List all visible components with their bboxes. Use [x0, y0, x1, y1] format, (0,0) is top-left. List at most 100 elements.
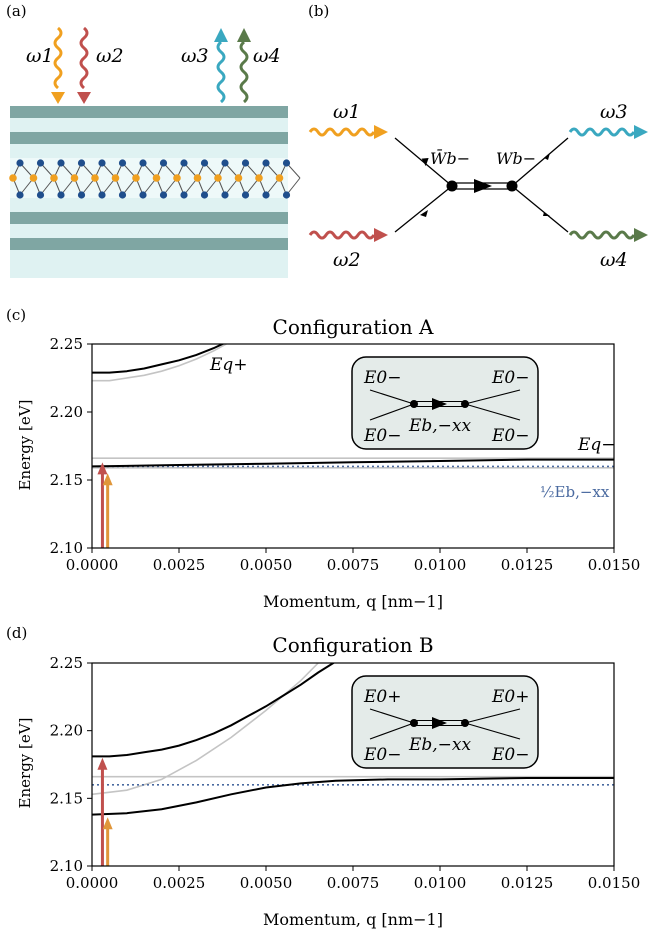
y-tick-label: 2.15: [50, 789, 83, 807]
atom-blue: [262, 159, 269, 166]
atom-orange: [276, 174, 284, 182]
x-tick-label: 0.0000: [66, 874, 119, 892]
omega4-out-arrow-icon: [634, 228, 648, 242]
omega3-photon-icon: [218, 42, 224, 102]
chart-configuration-a: Configuration A Energy [eV] Momentum, q …: [16, 315, 640, 611]
x-tick-label: 0.0050: [240, 874, 293, 892]
atom-blue: [160, 191, 167, 198]
atom-orange: [112, 174, 120, 182]
atom-blue: [139, 191, 146, 198]
omega4-label: ω4: [253, 45, 281, 67]
omega4-arrow-icon: [237, 28, 251, 42]
atom-orange: [173, 174, 181, 182]
inset-label-top-right: E0+: [491, 687, 529, 707]
x-tick-label: 0.0150: [588, 556, 641, 574]
series-line-1: [92, 460, 614, 467]
omega2-photon-icon: [81, 28, 87, 88]
panel-a: ω1 ω2 ω3 ω4: [9, 28, 300, 278]
x-tick-label: 0.0050: [240, 556, 293, 574]
atom-blue: [221, 191, 228, 198]
omega4-label-b: ω4: [600, 249, 628, 271]
omega3-label-b: ω3: [600, 101, 628, 123]
atom-blue: [221, 159, 228, 166]
omega1-label: ω1: [26, 45, 54, 67]
x-tick-label: 0.0000: [66, 556, 119, 574]
y-tick-label: 2.10: [50, 857, 83, 875]
omega2-arrow-icon: [77, 92, 91, 104]
x-tick-label: 0.0075: [327, 556, 380, 574]
atom-orange: [30, 174, 38, 182]
atom-orange: [71, 174, 79, 182]
atom-blue: [57, 159, 64, 166]
panel-b-feynman-diagram: ω1 ω2 ω3 ω4 W̄b− Wb−: [310, 101, 648, 271]
atom-blue: [139, 159, 146, 166]
x-tick-label: 0.0025: [153, 556, 206, 574]
plot-area: 0.0000 0.0025 0.0050 0.0075 0.0100 0.0125 0.01…: [50, 654, 641, 892]
atom-blue: [180, 191, 187, 198]
omega4-photon-icon: [241, 42, 247, 102]
omega1-label-b: ω1: [333, 101, 361, 123]
excitation-arrowhead-1: [103, 817, 113, 829]
excitation-arrowhead-0: [97, 758, 107, 770]
omega3-out-arrow-icon: [634, 125, 648, 139]
atom-blue: [180, 159, 187, 166]
inset-vertex: [461, 400, 469, 408]
inset-label-center: Eb,−xx: [408, 735, 472, 755]
atom-orange: [153, 174, 161, 182]
omega3-out-photon-icon: [570, 129, 634, 135]
x-tick-label: 0.0075: [327, 874, 380, 892]
y-tick-label: 2.25: [50, 335, 83, 353]
inset-label-bottom-left: E0−: [363, 745, 401, 765]
omega2-label: ω2: [96, 45, 124, 67]
omega1-in-photon-icon: [310, 129, 374, 135]
atom-orange: [214, 174, 222, 182]
atom-blue: [37, 159, 44, 166]
inset-diagram: E0+ E0+ E0− E0− Eb,−xx: [352, 676, 538, 768]
atom-blue: [283, 191, 290, 198]
omega1-arrow-icon: [51, 92, 65, 104]
atom-blue: [78, 159, 85, 166]
series-line-0: [92, 662, 336, 757]
atom-orange: [91, 174, 99, 182]
x-tick-label: 0.0125: [501, 874, 554, 892]
propagator-arrow-icon: [474, 179, 492, 193]
atom-blue: [78, 191, 85, 198]
chart-title: Configuration A: [273, 315, 434, 339]
omega1-photon-icon: [55, 28, 61, 88]
omega3-label: ω3: [181, 45, 209, 67]
atom-orange: [235, 174, 243, 182]
atom-blue: [262, 191, 269, 198]
curve-label-dotted: ½Eb,−xx: [540, 483, 610, 501]
y-axis-label: Energy [eV]: [16, 718, 34, 809]
y-tick-label: 2.15: [50, 471, 83, 489]
atom-blue: [57, 191, 64, 198]
x-tick-label: 0.0125: [501, 556, 554, 574]
atom-blue: [16, 159, 23, 166]
chart-configuration-b: Configuration B Energy [eV] Momentum, q …: [16, 633, 640, 929]
atom-orange: [9, 174, 17, 182]
x-axis-label: Momentum, q [nm−1]: [263, 910, 443, 929]
inset-vertex: [410, 719, 418, 727]
atom-orange: [194, 174, 202, 182]
atom-blue: [98, 159, 105, 166]
y-tick-label: 2.10: [50, 539, 83, 557]
inset-label-top-right: E0−: [491, 368, 529, 388]
omega2-in-photon-icon: [310, 232, 374, 238]
inset-diagram: E0− E0− E0− E0− Eb,−xx: [352, 357, 538, 449]
atom-blue: [283, 159, 290, 166]
vertex-right-label: Wb−: [496, 149, 536, 168]
inset-vertex: [410, 400, 418, 408]
x-axis-label: Momentum, q [nm−1]: [263, 592, 443, 611]
atom-blue: [37, 191, 44, 198]
atom-blue: [242, 191, 249, 198]
plot-area: 0.0000 0.0025 0.0050 0.0075 0.0100 0.0125 0.01…: [50, 335, 641, 574]
inset-label-center: Eb,−xx: [408, 416, 472, 436]
atom-blue: [160, 159, 167, 166]
y-tick-label: 2.25: [50, 654, 83, 672]
atom-blue: [119, 159, 126, 166]
inset-label-top-left: E0+: [363, 687, 401, 707]
atom-orange: [50, 174, 58, 182]
omega4-out-photon-icon: [570, 232, 634, 238]
atom-blue: [98, 191, 105, 198]
series-line-1: [92, 778, 614, 815]
